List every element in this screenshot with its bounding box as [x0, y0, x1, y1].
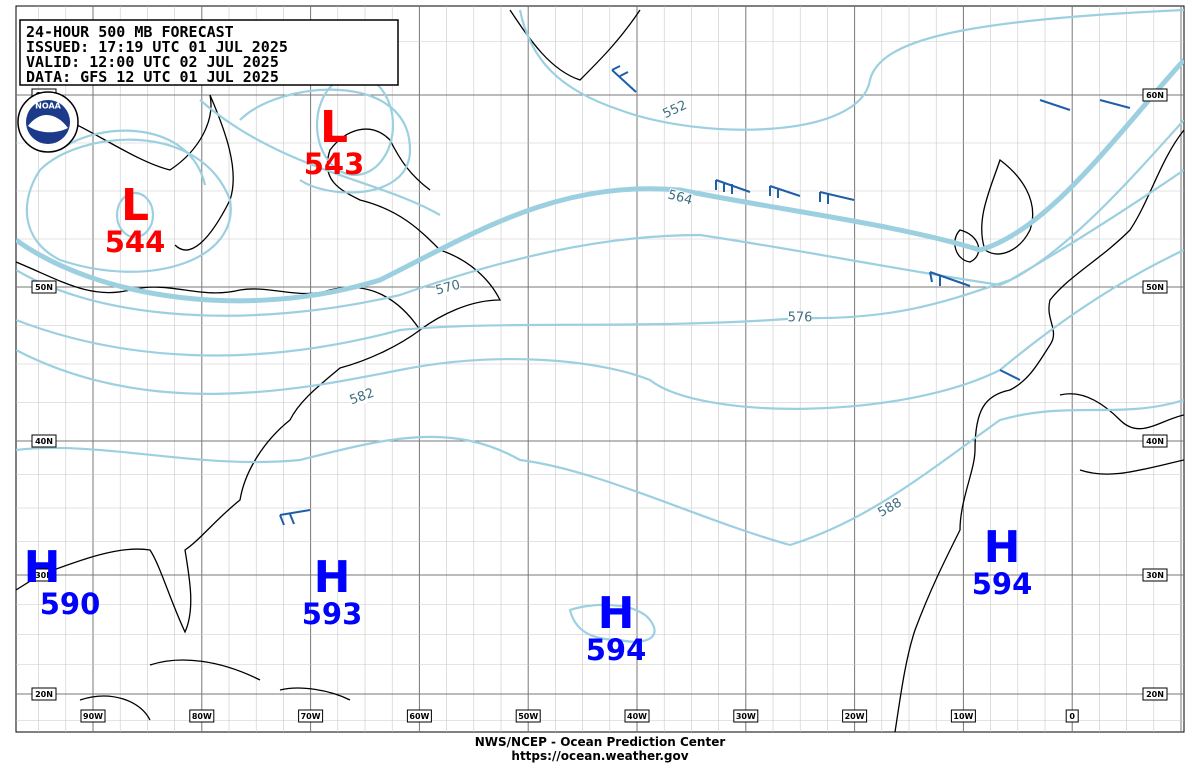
contour-588	[16, 398, 1184, 547]
footer-text: NWS/NCEP - Ocean Prediction Center	[475, 735, 726, 749]
latitude-label: 20N	[1146, 690, 1164, 699]
noaa-logo: NOAA	[17, 91, 79, 153]
wind-barbs	[279, 65, 1131, 526]
caribbean	[79, 659, 351, 721]
wind-barb	[279, 509, 311, 526]
hudson-bay	[39, 94, 234, 251]
longitude-label: 80W	[192, 712, 212, 721]
latitude-label: 30N	[1146, 571, 1164, 580]
wind-barb	[769, 185, 801, 198]
center-symbol: L	[121, 180, 149, 231]
contour-546	[25, 138, 232, 273]
title-line: VALID: 12:00 UTC 02 JUL 2025	[26, 53, 279, 71]
logo-gull	[28, 114, 68, 133]
longitude-label-box	[842, 709, 868, 723]
center-value: 594	[972, 567, 1033, 601]
latitude-label-box	[31, 280, 57, 294]
longitude-label-box	[189, 709, 215, 723]
wind-barb	[819, 191, 855, 204]
longitude-label-box	[515, 709, 541, 723]
latitude-label-box	[31, 687, 57, 701]
contour-label-bg	[348, 386, 376, 408]
center-symbol: H	[24, 542, 61, 593]
mediterranean	[1059, 393, 1184, 475]
latitude-label-box	[1142, 568, 1168, 582]
contour-low-544	[115, 191, 155, 239]
wind-barb	[999, 99, 1131, 381]
grid	[16, 6, 1184, 732]
title-box	[19, 19, 399, 86]
contour-label: 576	[788, 311, 813, 326]
contour-label-bg	[788, 311, 812, 325]
longitude-label-box	[733, 709, 759, 723]
contour-label: 570	[434, 278, 462, 299]
footer-text: https://ocean.weather.gov	[511, 749, 688, 763]
map-frame	[15, 5, 1185, 733]
longitude-label: 70W	[301, 712, 321, 721]
contour-540	[59, 88, 412, 194]
latitude-label-box	[31, 434, 57, 448]
wind-barb	[611, 65, 637, 93]
latitude-label-box	[1142, 88, 1168, 102]
wind-barb	[715, 179, 751, 194]
title-line: DATA: GFS 12 UTC 01 JUL 2025	[26, 68, 279, 86]
center-symbol: H	[984, 522, 1021, 573]
center-value: 543	[304, 147, 365, 181]
center-symbol: H	[598, 588, 635, 639]
latitude-label-box	[1142, 434, 1168, 448]
longitude-label-box	[406, 709, 432, 723]
center-value: 590	[40, 587, 101, 621]
contour-label-bg	[434, 278, 462, 298]
wind-barb	[929, 271, 971, 287]
title-line: ISSUED: 17:19 UTC 01 JUL 2025	[26, 38, 288, 56]
center-value: 594	[586, 633, 647, 667]
contour-label: 564	[666, 188, 694, 209]
longitude-label-box	[950, 709, 976, 723]
contour-label-bg	[666, 188, 694, 208]
longitude-label: 20W	[845, 712, 865, 721]
contour-552	[199, 8, 1184, 216]
longitude-label: 50W	[518, 712, 538, 721]
center-symbol: H	[314, 552, 351, 603]
longitude-label: 60W	[409, 712, 429, 721]
height-contours	[16, 8, 1184, 643]
latitude-label: 50N	[1146, 283, 1164, 292]
labels: 90W80W70W60W50W40W30W20W10W060N60N50N50N…	[24, 88, 1168, 723]
longitude-label-box	[624, 709, 650, 723]
europe-africa-coast	[894, 129, 1184, 732]
longitude-label: 40W	[627, 712, 647, 721]
center-value: 544	[105, 225, 166, 259]
latitude-label: 60N	[1146, 91, 1164, 100]
latitude-label-box	[1142, 280, 1168, 294]
longitude-label-box	[298, 709, 324, 723]
title-line: 24-HOUR 500 MB FORECAST	[26, 23, 234, 41]
contour-label-bg	[661, 98, 689, 122]
logo-text: NOAA	[35, 102, 61, 111]
center-value: 593	[302, 597, 363, 631]
newfoundland-labrador	[326, 128, 502, 331]
latitude-label: 40N	[1146, 437, 1164, 446]
latitude-label-box	[31, 568, 57, 582]
longitude-label: 0	[1069, 712, 1075, 721]
latitude-label: 30N	[35, 571, 53, 580]
longitude-label-box	[80, 709, 106, 723]
longitude-label-box	[1065, 709, 1079, 723]
latitude-label-box	[1142, 687, 1168, 701]
contour-576	[16, 169, 1184, 357]
longitude-label: 10W	[953, 712, 973, 721]
latitude-label: 20N	[35, 690, 53, 699]
contour-582	[16, 249, 1184, 410]
longitude-label: 30W	[736, 712, 756, 721]
latitude-label: 50N	[35, 283, 53, 292]
contour-label-bg	[876, 495, 904, 521]
longitude-label: 90W	[83, 712, 103, 721]
latitude-label: 40N	[35, 437, 53, 446]
contour-594	[568, 603, 656, 643]
center-symbol: L	[320, 102, 348, 153]
